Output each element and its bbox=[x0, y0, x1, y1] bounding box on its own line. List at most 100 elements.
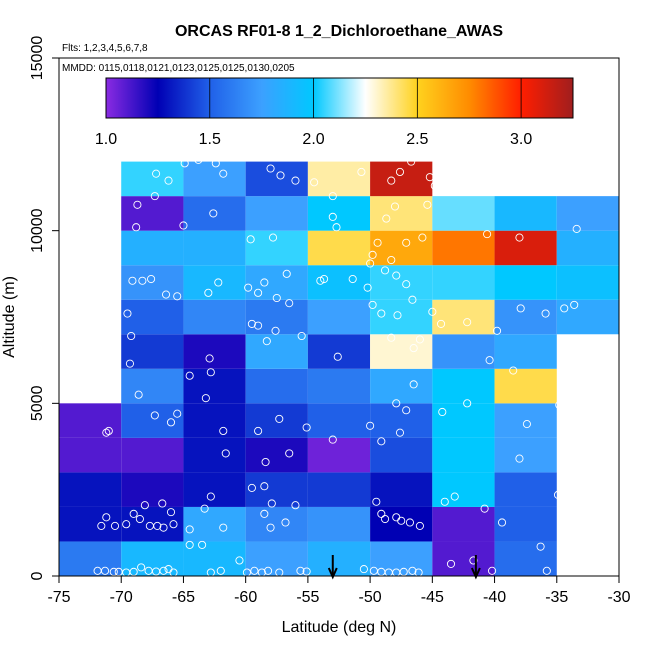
heatmap-cell bbox=[432, 230, 495, 266]
sample-marker bbox=[392, 271, 401, 280]
sample-marker bbox=[393, 311, 402, 320]
sample-marker bbox=[402, 238, 411, 247]
sample-marker bbox=[268, 233, 278, 242]
sample-marker bbox=[415, 521, 424, 530]
heatmap-cell bbox=[494, 230, 557, 266]
sample-marker bbox=[297, 331, 306, 341]
sample-marker bbox=[132, 223, 141, 232]
sample-marker bbox=[158, 499, 167, 508]
sample-marker bbox=[173, 292, 182, 301]
heatmap-cell bbox=[245, 403, 308, 438]
heatmap-cell bbox=[245, 161, 308, 197]
sample-marker bbox=[246, 235, 255, 244]
sample-marker bbox=[260, 482, 269, 491]
sample-marker bbox=[328, 192, 337, 201]
heatmap-cell bbox=[245, 437, 308, 473]
sample-marker bbox=[320, 274, 329, 284]
sample-marker bbox=[373, 238, 382, 247]
sample-marker bbox=[123, 309, 132, 318]
sample-marker bbox=[377, 509, 386, 518]
sample-marker bbox=[359, 565, 368, 574]
sample-marker bbox=[425, 173, 434, 182]
y-axis-label: Altitude (m) bbox=[1, 276, 18, 358]
heatmap-cell bbox=[432, 472, 495, 507]
heatmap-cell bbox=[307, 196, 371, 231]
sample-marker bbox=[271, 326, 280, 335]
sample-marker bbox=[485, 356, 494, 365]
sample-marker bbox=[366, 421, 375, 430]
heatmap-cell bbox=[370, 437, 433, 473]
sample-marker bbox=[109, 567, 118, 576]
heatmap-cell bbox=[121, 472, 184, 507]
sample-marker bbox=[169, 520, 178, 529]
sample-marker bbox=[522, 420, 531, 429]
heatmap-cell bbox=[59, 506, 122, 542]
heatmap-cell bbox=[183, 161, 246, 197]
sample-marker bbox=[469, 556, 478, 565]
sample-marker bbox=[247, 319, 256, 328]
heatmap-cell bbox=[432, 368, 495, 404]
colorbar: 1.0 1.5 2.0 2.5 3.0 bbox=[95, 77, 574, 148]
sample-marker bbox=[260, 278, 269, 287]
heatmap-cell bbox=[121, 230, 184, 266]
heatmap-cell bbox=[370, 196, 433, 231]
sample-markers bbox=[93, 155, 581, 577]
heatmap-cell bbox=[432, 299, 495, 335]
heatmap-cell bbox=[556, 196, 619, 231]
heatmap-cell bbox=[307, 472, 371, 507]
sample-marker bbox=[140, 501, 149, 510]
sample-marker bbox=[137, 563, 146, 572]
sample-marker bbox=[387, 255, 396, 265]
heatmap-cell bbox=[494, 265, 557, 300]
sample-marker bbox=[433, 179, 442, 189]
sample-marker bbox=[509, 366, 518, 375]
heatmap-cell bbox=[432, 437, 495, 473]
x-tick-label: -40 bbox=[483, 589, 506, 606]
sample-marker bbox=[377, 437, 386, 446]
heatmap-cell bbox=[307, 403, 371, 438]
sample-marker bbox=[261, 457, 270, 467]
sample-marker bbox=[515, 233, 524, 242]
heatmap-cell bbox=[121, 506, 184, 542]
sample-marker bbox=[275, 414, 284, 423]
sample-marker bbox=[395, 428, 405, 437]
heatmap-cell bbox=[556, 299, 619, 335]
sample-marker bbox=[409, 344, 418, 353]
sample-marker bbox=[368, 300, 377, 309]
sample-marker bbox=[206, 492, 215, 501]
sample-marker bbox=[463, 399, 472, 408]
sample-marker bbox=[553, 490, 563, 499]
heatmap-cell bbox=[183, 472, 246, 507]
heatmap-cell bbox=[121, 299, 184, 335]
heatmap-cell bbox=[245, 334, 308, 369]
chart-title: ORCAS RF01-8 1_2_Dichloroethane_AWAS bbox=[175, 23, 503, 40]
sample-marker bbox=[164, 176, 173, 185]
sample-marker bbox=[180, 159, 189, 168]
sample-marker bbox=[415, 335, 424, 344]
heatmap-cell bbox=[245, 506, 308, 542]
y-tick-label: 15000 bbox=[29, 36, 46, 81]
x-tick-label: -60 bbox=[234, 589, 257, 606]
heatmap-cell bbox=[307, 299, 371, 335]
sample-marker bbox=[402, 406, 411, 415]
heatmap-cell bbox=[370, 230, 433, 266]
sample-marker bbox=[357, 167, 366, 177]
sample-marker bbox=[200, 504, 209, 513]
sample-marker bbox=[221, 449, 230, 458]
sample-marker bbox=[418, 233, 427, 242]
heatmap-cell bbox=[59, 403, 122, 438]
sample-marker bbox=[216, 566, 225, 575]
heatmap-cell bbox=[245, 299, 308, 335]
sample-marker bbox=[423, 200, 432, 209]
sample-marker bbox=[194, 155, 203, 164]
sample-marker bbox=[372, 497, 381, 506]
plot-frame bbox=[58, 57, 620, 577]
colorbar-tick-label: 3.0 bbox=[510, 131, 532, 148]
heatmap-cell bbox=[183, 541, 246, 576]
sample-marker bbox=[492, 326, 502, 335]
sample-marker bbox=[205, 354, 214, 363]
sample-marker bbox=[542, 566, 551, 575]
heatmap-cell bbox=[183, 437, 246, 473]
arrow-markers bbox=[327, 555, 481, 580]
heatmap-cell bbox=[432, 541, 495, 576]
